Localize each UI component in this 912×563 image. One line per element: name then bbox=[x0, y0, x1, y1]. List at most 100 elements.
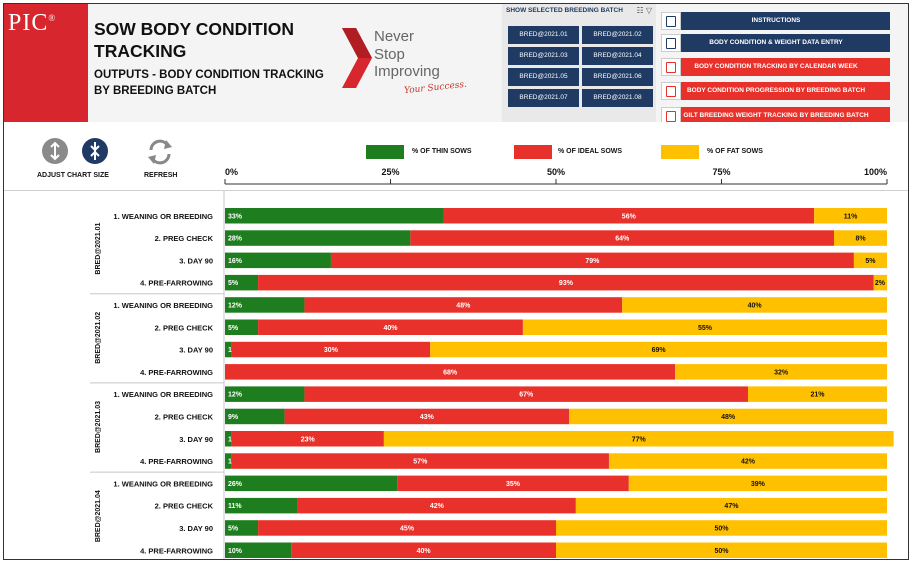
value-label-ideal: 56% bbox=[622, 213, 637, 220]
stage-label: 3. DAY 90 bbox=[179, 256, 213, 265]
stage-label: 4. PRE-FARROWING bbox=[140, 368, 213, 377]
nav-button-3[interactable]: BODY CONDITION TRACKING BY CALENDAR WEEK bbox=[661, 58, 890, 76]
value-label-ideal: 57% bbox=[413, 459, 428, 466]
refresh-icon[interactable] bbox=[144, 136, 176, 173]
bar-thin bbox=[225, 297, 305, 313]
bar-fat bbox=[556, 542, 887, 558]
value-label-ideal: 64% bbox=[615, 236, 630, 243]
stage-label: 3. DAY 90 bbox=[179, 346, 213, 355]
header: PIC® SOW BODY CONDITION TRACKING OUTPUTS… bbox=[4, 4, 908, 125]
stage-label: 4. PRE-FARROWING bbox=[140, 546, 213, 555]
batch-button-bred-2021-01[interactable]: BRED@2021.01 bbox=[508, 26, 579, 44]
value-label-thin: 33% bbox=[228, 213, 243, 220]
value-label-fat: 21% bbox=[810, 392, 825, 399]
calendar-icon bbox=[661, 58, 681, 76]
filter-icons[interactable]: ☷ ▽ bbox=[636, 6, 652, 15]
bar-fat bbox=[569, 408, 887, 425]
value-label-fat: 42% bbox=[741, 459, 756, 466]
value-label-ideal: 42% bbox=[430, 503, 445, 510]
shrink-size-icon[interactable] bbox=[82, 138, 108, 164]
chevron-logo-icon bbox=[342, 28, 372, 88]
batch-button-bred-2021-08[interactable]: BRED@2021.08 bbox=[582, 89, 653, 107]
logo-text: PIC bbox=[8, 10, 49, 36]
stage-label: 3. DAY 90 bbox=[179, 524, 213, 533]
x-tick-label: 0% bbox=[225, 167, 238, 177]
nav-button-label: BODY CONDITION TRACKING BY CALENDAR WEEK bbox=[694, 63, 858, 70]
stage-label: 1. WEANING OR BREEDING bbox=[113, 301, 213, 310]
value-label-fat: 48% bbox=[721, 414, 736, 421]
value-label-ideal: 93% bbox=[559, 280, 574, 287]
slogan-line: Improving bbox=[374, 63, 440, 80]
value-label-ideal: 79% bbox=[585, 258, 600, 265]
batch-button-bred-2021-03[interactable]: BRED@2021.03 bbox=[508, 47, 579, 65]
bar-ideal bbox=[443, 208, 815, 224]
nav-button-label: BODY CONDITION PROGRESSION BY BREEDING B… bbox=[686, 87, 866, 94]
batch-group-label: BRED@2021.04 bbox=[95, 490, 102, 542]
value-label-ideal: 43% bbox=[420, 414, 435, 421]
value-label-fat: 47% bbox=[724, 503, 739, 510]
bar-thin bbox=[225, 453, 232, 469]
value-label-thin: 12% bbox=[228, 392, 243, 399]
slogan-box: Never Stop Improving Your Success. bbox=[342, 4, 502, 122]
slogan-line: Never bbox=[374, 28, 415, 45]
bar-ideal bbox=[258, 520, 556, 536]
x-tick-label: 100% bbox=[864, 167, 887, 177]
batch-button-bred-2021-06[interactable]: BRED@2021.06 bbox=[582, 68, 653, 86]
batch-button-bred-2021-05[interactable]: BRED@2021.05 bbox=[508, 68, 579, 86]
batch-selector-title: SHOW SELECTED BREEDING BATCH bbox=[506, 7, 623, 14]
batch-button-bred-2021-07[interactable]: BRED@2021.07 bbox=[508, 89, 579, 107]
bar-thin bbox=[225, 274, 259, 291]
value-label-thin: 12% bbox=[228, 302, 243, 309]
value-label-ideal: 35% bbox=[506, 481, 521, 488]
bar-ideal bbox=[304, 297, 623, 313]
bar-thin bbox=[225, 230, 411, 246]
bar-thin bbox=[225, 542, 292, 558]
bar-ideal bbox=[297, 497, 576, 514]
bar-fat bbox=[522, 319, 887, 335]
value-label-ideal: 40% bbox=[417, 548, 432, 555]
value-label-thin: 5% bbox=[228, 280, 239, 287]
nav-button-label: GILT BREEDING WEIGHT TRACKING BY BREEDIN… bbox=[683, 112, 869, 119]
nav-button-1[interactable]: INSTRUCTIONS bbox=[661, 12, 890, 30]
stage-label: 2. PREG CHECK bbox=[155, 502, 214, 511]
bar-thin bbox=[225, 319, 259, 335]
nav-button-2[interactable]: BODY CONDITION & WEIGHT DATA ENTRY bbox=[661, 34, 890, 52]
page-subtitle: OUTPUTS - BODY CONDITION TRACKING BY BRE… bbox=[94, 69, 324, 97]
dashboard-frame: PIC® SOW BODY CONDITION TRACKING OUTPUTS… bbox=[3, 3, 909, 560]
value-label-thin: 9% bbox=[228, 414, 239, 421]
value-label-thin: 5% bbox=[228, 525, 239, 532]
bar-thin bbox=[225, 386, 305, 402]
value-label-fat: 2% bbox=[875, 280, 886, 287]
batch-button-bred-2021-04[interactable]: BRED@2021.04 bbox=[582, 47, 653, 65]
bar-ideal bbox=[304, 386, 748, 402]
divider bbox=[4, 190, 908, 191]
nav-button-4[interactable]: BODY CONDITION PROGRESSION BY BREEDING B… bbox=[661, 82, 890, 100]
bar-fat bbox=[430, 341, 887, 358]
batch-button-bred-2021-02[interactable]: BRED@2021.02 bbox=[582, 26, 653, 44]
value-label-fat: 32% bbox=[774, 369, 789, 376]
bar-fat bbox=[608, 453, 887, 469]
stage-label: 1. WEANING OR BREEDING bbox=[113, 212, 213, 221]
nav-panel: INSTRUCTIONS BODY CONDITION & WEIGHT DATA… bbox=[656, 4, 908, 125]
bar-fat bbox=[622, 297, 887, 313]
value-label-fat: 50% bbox=[714, 548, 729, 555]
value-label-ideal: 68% bbox=[443, 369, 458, 376]
stage-label: 2. PREG CHECK bbox=[155, 323, 214, 332]
value-label-ideal: 40% bbox=[383, 325, 398, 332]
slogan-line: Stop bbox=[374, 46, 405, 63]
adjust-size-icon[interactable] bbox=[42, 138, 68, 164]
bar-ideal bbox=[284, 408, 570, 425]
value-label-ideal: 45% bbox=[400, 525, 415, 532]
bar-thin bbox=[225, 408, 285, 425]
legend-label-ideal: % OF IDEAL SOWS bbox=[558, 148, 623, 155]
bar-fat bbox=[675, 364, 887, 380]
data-entry-icon bbox=[661, 34, 681, 52]
bar-fat bbox=[747, 386, 887, 402]
stage-label: 3. DAY 90 bbox=[179, 435, 213, 444]
legend-label-thin: % OF THIN SOWS bbox=[412, 148, 472, 155]
value-label-fat: 69% bbox=[652, 347, 667, 354]
stage-label: 4. PRE-FARROWING bbox=[140, 279, 213, 288]
value-label-thin: 26% bbox=[228, 481, 243, 488]
bar-fat bbox=[834, 230, 887, 246]
bar-thin bbox=[225, 252, 331, 269]
